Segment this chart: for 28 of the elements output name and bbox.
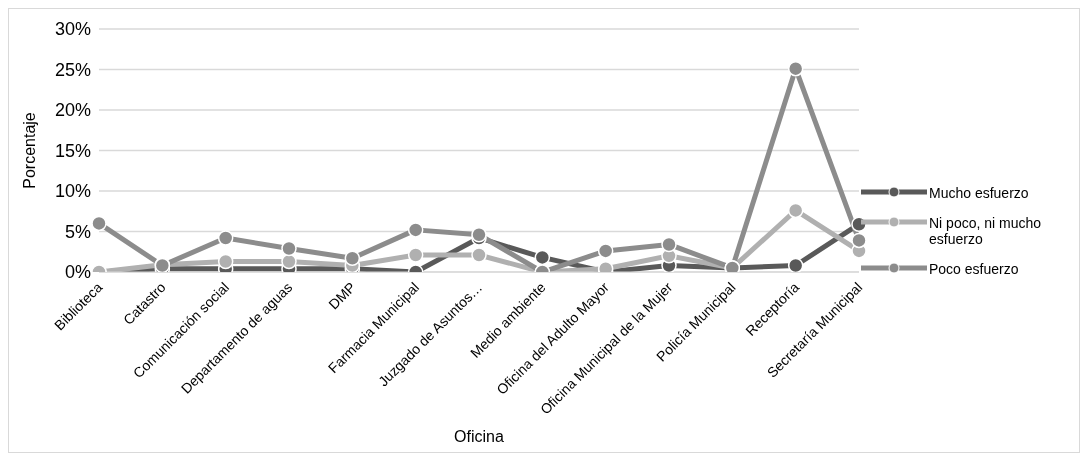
y-tick-label: 15%	[54, 140, 91, 161]
point	[787, 202, 804, 219]
point	[217, 230, 234, 246]
y-tick-label: 30%	[54, 19, 91, 40]
point	[661, 236, 677, 253]
legend-label: Mucho esfuerzo	[929, 184, 1029, 201]
legend-label: Ni poco, ni mucho esfuerzo	[929, 214, 1043, 247]
point	[91, 215, 107, 232]
point	[851, 232, 867, 249]
x-axis-title: Oficina	[454, 428, 504, 445]
y-tick-label: 0%	[64, 262, 91, 283]
point	[597, 243, 614, 259]
point	[471, 226, 487, 243]
point	[534, 249, 551, 266]
point	[217, 253, 234, 270]
point	[471, 247, 487, 263]
y-axis-title: Porcentaje	[20, 112, 38, 189]
point	[281, 240, 297, 257]
point	[344, 250, 361, 266]
y-tick-label: 25%	[54, 59, 91, 80]
y-tick-label: 10%	[54, 181, 91, 202]
point	[407, 247, 424, 263]
point	[787, 257, 804, 272]
y-tick-label: 20%	[54, 100, 91, 121]
point	[407, 222, 424, 238]
y-tick-label: 5%	[64, 221, 91, 242]
point	[787, 60, 804, 77]
legend-label: Poco esfuerzo	[929, 260, 1019, 277]
